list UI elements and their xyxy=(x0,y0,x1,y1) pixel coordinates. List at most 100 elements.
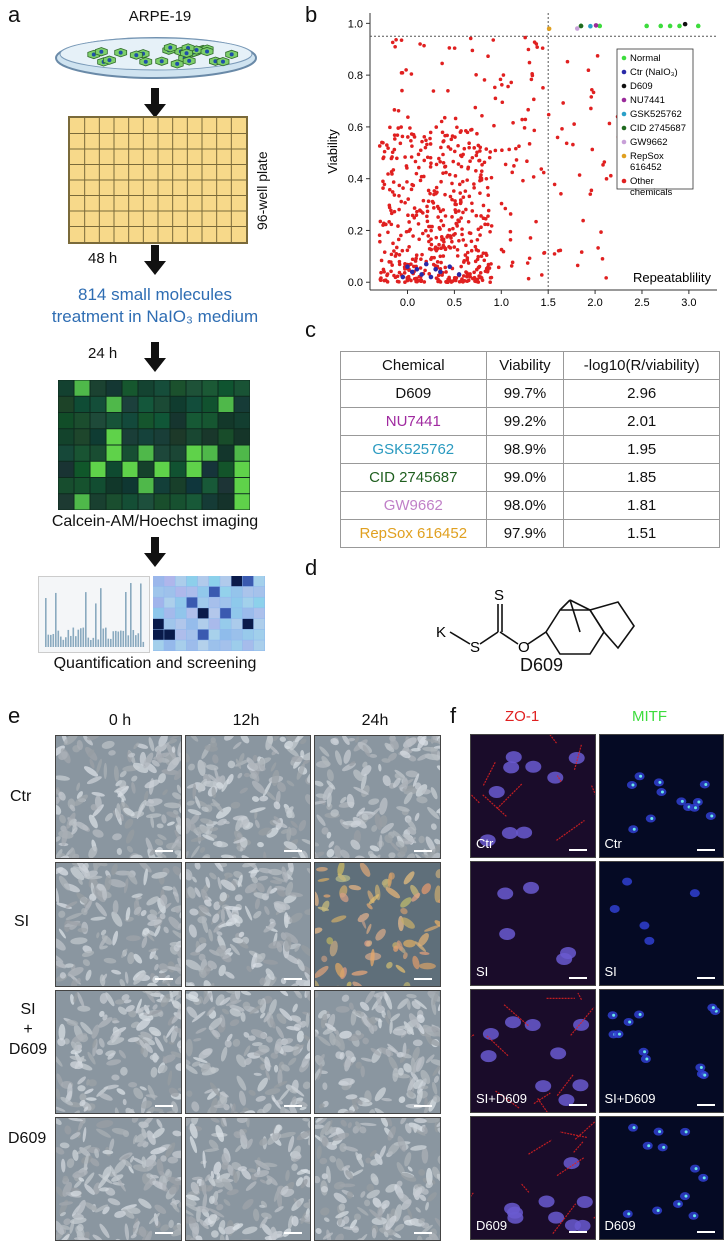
time-48h: 48 h xyxy=(88,250,118,267)
cell-score: 2.96 xyxy=(563,379,720,408)
point-other-chemical xyxy=(429,228,433,233)
cell-texture xyxy=(238,753,245,764)
cell-nucleus xyxy=(229,52,234,57)
cell-texture xyxy=(296,959,305,972)
fluor-well-bright xyxy=(154,461,170,477)
cell-texture xyxy=(131,893,143,899)
phase-contrast-image xyxy=(55,735,182,860)
cell-texture xyxy=(172,792,181,800)
point-other-chemical xyxy=(394,38,398,42)
cell-texture xyxy=(417,1077,428,1094)
condition-label: SI+D609 xyxy=(476,1090,527,1106)
heatmap-cell xyxy=(164,586,175,597)
cell-texture xyxy=(215,782,224,789)
cell-texture xyxy=(223,736,235,741)
point-other-chemical xyxy=(589,95,594,99)
point-other-chemical xyxy=(451,159,456,164)
fluor-well xyxy=(106,461,122,477)
cell-texture xyxy=(211,1029,220,1037)
cell-texture xyxy=(307,1120,311,1129)
cell-texture xyxy=(396,1180,403,1187)
heatmap-cell xyxy=(175,597,187,608)
cell-texture xyxy=(280,1037,293,1045)
point-other-chemical xyxy=(427,247,432,251)
point-other-chemical xyxy=(450,181,454,186)
cell-texture xyxy=(322,1136,329,1147)
point-other-chemical xyxy=(468,159,472,164)
point-other-chemical xyxy=(528,236,533,240)
cell-texture xyxy=(118,1049,127,1059)
cell-texture xyxy=(393,945,399,953)
cell-texture xyxy=(334,986,342,987)
fluor-well xyxy=(58,445,74,461)
cell-texture xyxy=(191,1060,201,1067)
cell-texture xyxy=(111,911,123,928)
point-other-chemical xyxy=(377,144,382,148)
point-normal xyxy=(695,23,701,29)
x-tick-label: 2.0 xyxy=(587,297,602,309)
cell-texture xyxy=(260,1212,272,1219)
fluor-well xyxy=(202,445,218,461)
histogram-bar xyxy=(115,630,117,647)
point-other-chemical xyxy=(590,87,594,92)
cell-texture xyxy=(121,948,128,959)
zo1-junction xyxy=(482,761,497,786)
cell-texture xyxy=(163,926,169,934)
cell-texture xyxy=(179,939,181,946)
cell-texture xyxy=(83,766,99,777)
treatment-text: 814 small molecules treatment in NaIO₃ m… xyxy=(10,284,300,328)
cell-texture xyxy=(142,1036,156,1045)
cell-texture xyxy=(264,1087,281,1095)
cell-texture xyxy=(323,1232,334,1240)
cell-texture xyxy=(141,936,148,949)
cell-texture xyxy=(393,777,402,788)
point-other-chemical xyxy=(428,142,433,146)
point-other-chemical xyxy=(476,143,481,148)
cell-texture xyxy=(262,1102,272,1113)
point-other-chemical xyxy=(441,152,445,157)
point-other-chemical xyxy=(461,210,465,215)
cell-texture xyxy=(136,743,149,749)
cell-texture xyxy=(215,806,231,819)
cell-texture xyxy=(384,1014,391,1025)
zo1-junction xyxy=(593,1216,595,1219)
cell-texture xyxy=(126,871,138,885)
cell-texture xyxy=(339,1077,356,1086)
point-other-chemical xyxy=(389,170,394,174)
cell-texture xyxy=(416,796,428,804)
cell-texture xyxy=(163,1034,168,1043)
phase-contrast-image xyxy=(55,989,182,1114)
point-other-chemical xyxy=(521,178,525,183)
heatmap-cell xyxy=(164,618,175,630)
cell-texture xyxy=(339,1183,356,1188)
point-other-chemical xyxy=(588,192,593,196)
cell-texture xyxy=(105,991,115,1006)
cell-texture xyxy=(171,1227,181,1237)
point-other-chemical xyxy=(414,277,419,281)
cell-texture xyxy=(373,991,387,997)
cell-texture xyxy=(77,1005,91,1012)
zo1-image: SI+D609 xyxy=(470,988,596,1113)
cell-texture xyxy=(285,736,298,742)
cell-texture xyxy=(247,1168,257,1173)
zo1-junction xyxy=(577,992,583,1000)
fluor-well xyxy=(58,396,74,412)
cell-texture xyxy=(159,913,166,920)
point-other-chemical xyxy=(465,250,470,255)
cell-texture xyxy=(58,1224,71,1230)
cell-texture xyxy=(86,776,102,785)
cell-texture xyxy=(185,1058,191,1065)
point-other-chemical xyxy=(419,257,423,261)
cell-texture xyxy=(261,1223,272,1236)
point-other-chemical xyxy=(407,277,411,281)
cell-nucleus xyxy=(91,52,96,57)
cell-texture xyxy=(70,1060,84,1069)
cell-texture xyxy=(211,754,219,764)
cell-texture xyxy=(302,1081,311,1089)
cell-texture xyxy=(273,901,290,911)
panel-label-a: a xyxy=(8,2,21,27)
point-other-chemical xyxy=(382,278,387,283)
heatmap-cell xyxy=(253,618,265,630)
cell-texture xyxy=(370,1149,378,1157)
cell-texture xyxy=(162,1053,176,1063)
